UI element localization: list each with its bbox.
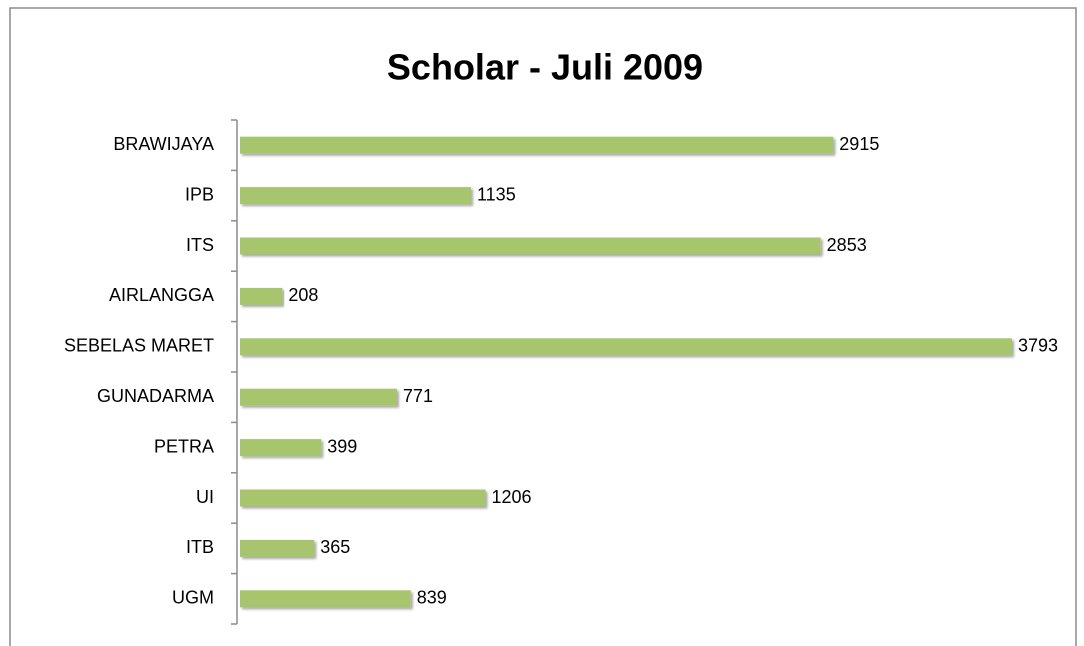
data-label: 1206 [491, 487, 531, 507]
y-tick-label: UI [196, 487, 214, 507]
y-tick-label: BRAWIJAYA [113, 134, 214, 154]
bar [240, 388, 397, 406]
bar [240, 287, 283, 305]
y-tick-label: UGM [172, 588, 214, 608]
bar [240, 237, 821, 255]
bar [240, 187, 472, 205]
bar [240, 338, 1012, 356]
data-label: 365 [320, 537, 350, 557]
y-tick-label: AIRLANGGA [109, 285, 214, 305]
data-label: 839 [417, 588, 447, 608]
y-tick-label: GUNADARMA [97, 386, 214, 406]
y-tick-label: PETRA [154, 436, 214, 456]
bar [240, 136, 834, 154]
bar [240, 439, 322, 457]
data-label: 399 [327, 436, 357, 456]
data-label: 2915 [839, 134, 879, 154]
data-label: 1135 [477, 184, 516, 204]
bar [240, 489, 486, 507]
chart-frame [9, 7, 1077, 646]
bar [240, 590, 411, 608]
y-tick-label: ITB [186, 537, 214, 557]
y-tick-label: ITS [186, 235, 214, 255]
y-tick-label: IPB [185, 184, 214, 204]
bar [240, 539, 315, 557]
data-label: 3793 [1018, 336, 1058, 356]
chart-title: Scholar - Juli 2009 [387, 47, 703, 88]
data-label: 2853 [827, 235, 867, 255]
data-label: 208 [288, 285, 318, 305]
data-label: 771 [403, 386, 433, 406]
y-tick-label: SEBELAS MARET [64, 336, 214, 356]
